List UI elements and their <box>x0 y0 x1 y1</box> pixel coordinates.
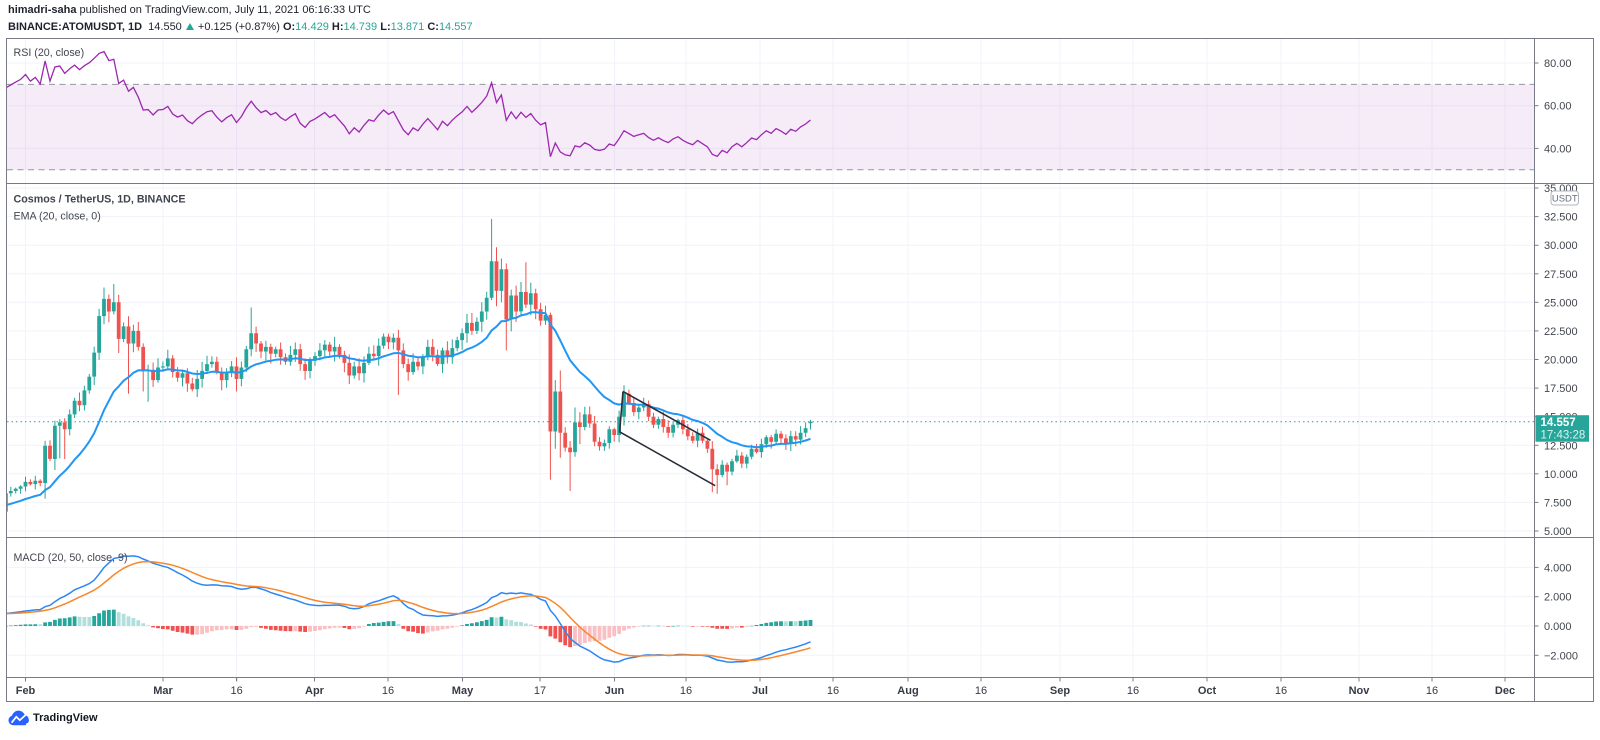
svg-text:16: 16 <box>975 685 987 697</box>
svg-text:32.500: 32.500 <box>1544 212 1578 224</box>
svg-text:4.000: 4.000 <box>1544 562 1572 574</box>
svg-text:16: 16 <box>680 685 692 697</box>
svg-text:12.500: 12.500 <box>1544 440 1578 452</box>
svg-text:Cosmos / TetherUS, 1D, BINANCE: Cosmos / TetherUS, 1D, BINANCE <box>14 194 186 206</box>
svg-text:16: 16 <box>827 685 839 697</box>
svg-text:17.500: 17.500 <box>1544 383 1578 395</box>
svg-text:Apr: Apr <box>305 685 325 697</box>
svg-text:27.500: 27.500 <box>1544 269 1578 281</box>
svg-text:Nov: Nov <box>1349 685 1371 697</box>
svg-text:Dec: Dec <box>1495 685 1515 697</box>
svg-text:EMA (20, close, 0): EMA (20, close, 0) <box>14 211 101 223</box>
svg-text:Sep: Sep <box>1050 685 1070 697</box>
svg-text:16: 16 <box>382 685 394 697</box>
svg-text:0.000: 0.000 <box>1544 621 1572 633</box>
svg-text:7.500: 7.500 <box>1544 497 1572 509</box>
svg-text:40.00: 40.00 <box>1544 143 1572 155</box>
svg-text:20.000: 20.000 <box>1544 355 1578 367</box>
svg-text:14.557: 14.557 <box>1541 417 1576 429</box>
svg-text:Jun: Jun <box>605 685 625 697</box>
svg-text:17: 17 <box>534 685 546 697</box>
svg-text:RSI (20, close): RSI (20, close) <box>14 47 85 59</box>
svg-text:35.000: 35.000 <box>1544 183 1578 195</box>
svg-text:Aug: Aug <box>897 685 918 697</box>
svg-text:16: 16 <box>1127 685 1139 697</box>
svg-text:MACD (20, 50, close, 9): MACD (20, 50, close, 9) <box>14 552 128 564</box>
svg-text:Mar: Mar <box>153 685 173 697</box>
svg-text:−2.000: −2.000 <box>1544 650 1578 662</box>
svg-text:60.00: 60.00 <box>1544 101 1572 113</box>
svg-text:USDT: USDT <box>1552 194 1578 205</box>
svg-text:16: 16 <box>1426 685 1438 697</box>
svg-text:2.000: 2.000 <box>1544 592 1572 604</box>
svg-text:5.000: 5.000 <box>1544 526 1572 538</box>
svg-text:Feb: Feb <box>16 685 36 697</box>
svg-text:17:43:28: 17:43:28 <box>1541 430 1586 442</box>
svg-text:25.000: 25.000 <box>1544 297 1578 309</box>
svg-text:22.500: 22.500 <box>1544 326 1578 338</box>
svg-text:16: 16 <box>1275 685 1287 697</box>
svg-text:30.000: 30.000 <box>1544 240 1578 252</box>
svg-text:Oct: Oct <box>1198 685 1217 697</box>
svg-text:Jul: Jul <box>752 685 768 697</box>
svg-text:16: 16 <box>230 685 242 697</box>
svg-text:80.00: 80.00 <box>1544 58 1572 70</box>
svg-text:10.000: 10.000 <box>1544 469 1578 481</box>
svg-text:May: May <box>452 685 474 697</box>
